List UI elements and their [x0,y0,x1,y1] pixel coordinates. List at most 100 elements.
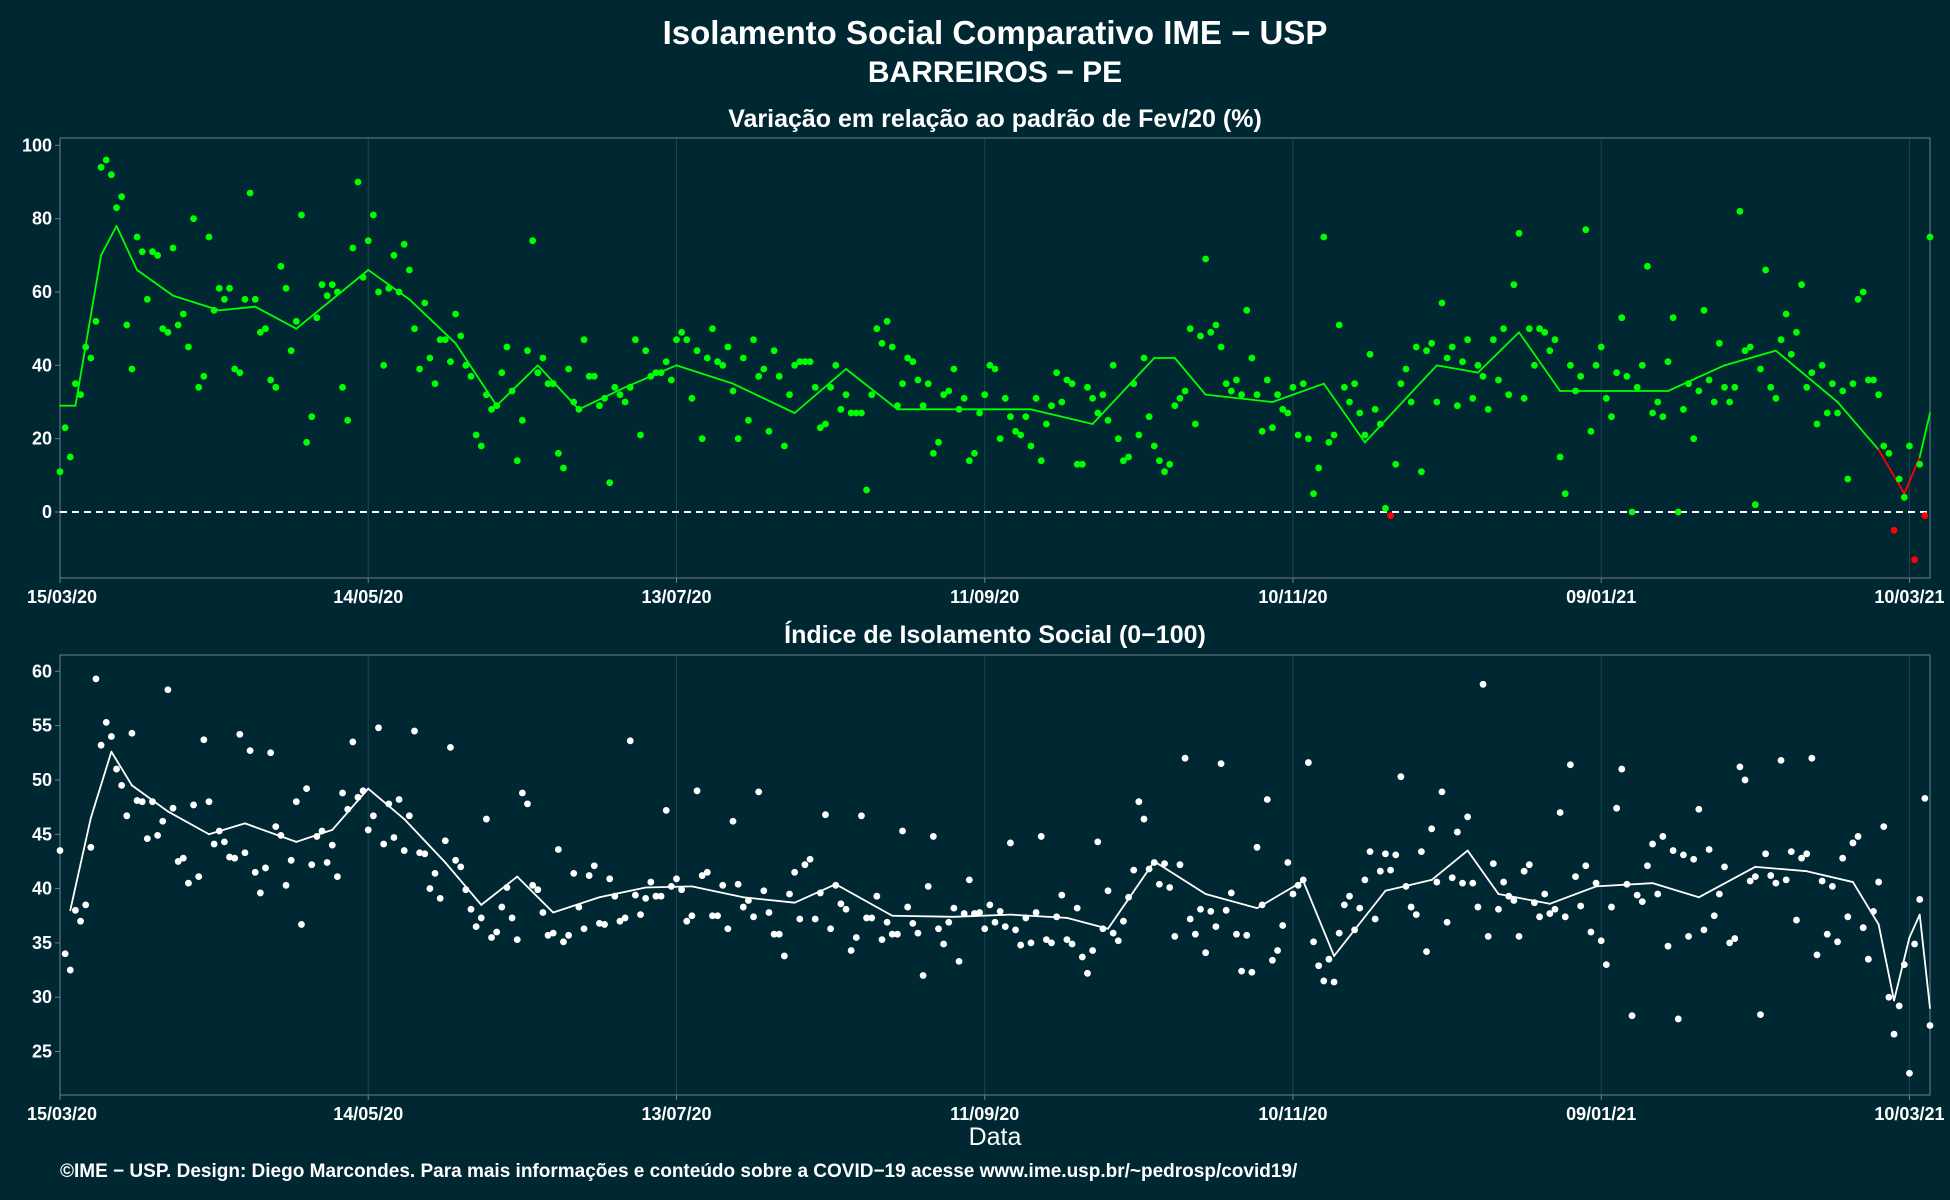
index-data-point [1155,880,1163,888]
index-data-point [179,854,187,862]
variation-data-point [909,358,917,366]
index-data-point [1279,922,1287,929]
index-moving-average-segment [793,883,837,904]
variation-y-tick-label: 40 [32,355,52,375]
index-data-point [82,901,90,909]
index-data-point [1243,931,1251,939]
index-data-point [1191,930,1199,938]
variation-data-point [97,163,105,171]
index-data-point [246,747,254,755]
variation-data-point [179,310,187,318]
index-data-point [1346,892,1353,900]
variation-data-point [1515,229,1523,237]
index-data-point [719,881,727,889]
variation-data-point [1818,361,1826,369]
variation-data-point [159,325,167,333]
variation-data-point [1695,387,1703,395]
variation-data-point [1834,409,1841,417]
index-data-point [334,873,341,881]
index-data-point [1104,887,1112,895]
variation-moving-average-segment [115,225,138,271]
index-data-point [1618,765,1626,773]
index-data-point [791,868,799,876]
index-data-point [996,907,1004,915]
index-data-point [1073,904,1081,912]
variation-data-point [1680,405,1687,413]
index-data-point [1659,833,1667,840]
index-data-point [1566,761,1574,769]
variation-data-point [220,295,228,303]
variation-data-point [431,380,439,388]
variation-data-point [1510,281,1518,289]
variation-data-point [1464,336,1472,344]
variation-data-point [226,284,233,292]
variation-data-point [1572,387,1579,395]
variation-data-point [1310,490,1317,498]
variation-data-point [1608,413,1615,421]
variation-data-point [385,284,393,292]
index-data-point [873,892,881,900]
variation-data-point [1500,325,1507,333]
index-data-point [1705,846,1713,853]
index-data-point [251,868,259,876]
variation-moving-average-segment [74,254,102,407]
variation-data-point [734,435,742,443]
variation-data-point [1495,376,1502,384]
variation-data-point [1587,427,1595,435]
index-data-point [102,718,110,726]
index-data-point [1094,838,1102,846]
index-data-point [354,793,362,801]
variation-data-point [873,325,881,333]
variation-moving-average-segment [1477,331,1520,374]
variation-data-point [364,237,372,245]
index-data-point [858,812,865,820]
index-y-tick-label: 50 [32,770,52,790]
variation-data-point [626,383,634,391]
variation-data-point [858,409,865,417]
index-data-point [1248,968,1256,976]
index-data-point [1181,754,1189,762]
variation-data-point [1551,336,1559,344]
variation-data-point [1186,325,1194,333]
index-moving-average-segment [1697,865,1757,899]
index-data-point [390,834,398,841]
index-data-point [1582,862,1590,870]
variation-data-point [1161,468,1168,476]
index-data-point [1007,839,1014,847]
index-data-point [549,929,557,937]
variation-data-point [575,405,583,413]
variation-data-point [1217,343,1225,351]
index-data-point [1258,901,1266,909]
variation-data-point [138,248,146,256]
index-data-point [524,800,531,808]
index-data-point [1448,874,1456,882]
variation-data-point [1279,405,1287,413]
variation-data-point [1592,361,1600,369]
index-data-point [1479,680,1487,688]
index-data-point [1407,903,1415,911]
index-data-point [1649,840,1656,848]
variation-data-point [1844,475,1852,483]
variation-data-point [1243,306,1251,314]
index-y-tick-label: 30 [32,987,52,1007]
index-moving-average-segment [598,886,647,899]
index-moving-average-segment [1548,885,1597,905]
index-data-point [1916,896,1924,903]
index-data-point [698,872,706,879]
variation-data-point [1428,339,1436,347]
variation-data-point [1022,413,1030,421]
index-data-point [477,914,485,922]
variation-data-point [1859,288,1867,296]
index-data-point [395,796,403,803]
variation-data-point [549,380,557,388]
index-data-point [745,897,752,904]
variation-moving-average-segment [1271,382,1325,403]
variation-data-point [1921,512,1929,520]
index-data-point [483,815,490,823]
variation-data-point [924,380,932,388]
index-data-point [837,900,845,908]
variation-data-point [801,358,809,366]
variation-data-point [1418,468,1425,476]
index-data-point [1597,937,1605,945]
index-data-point [328,841,336,849]
